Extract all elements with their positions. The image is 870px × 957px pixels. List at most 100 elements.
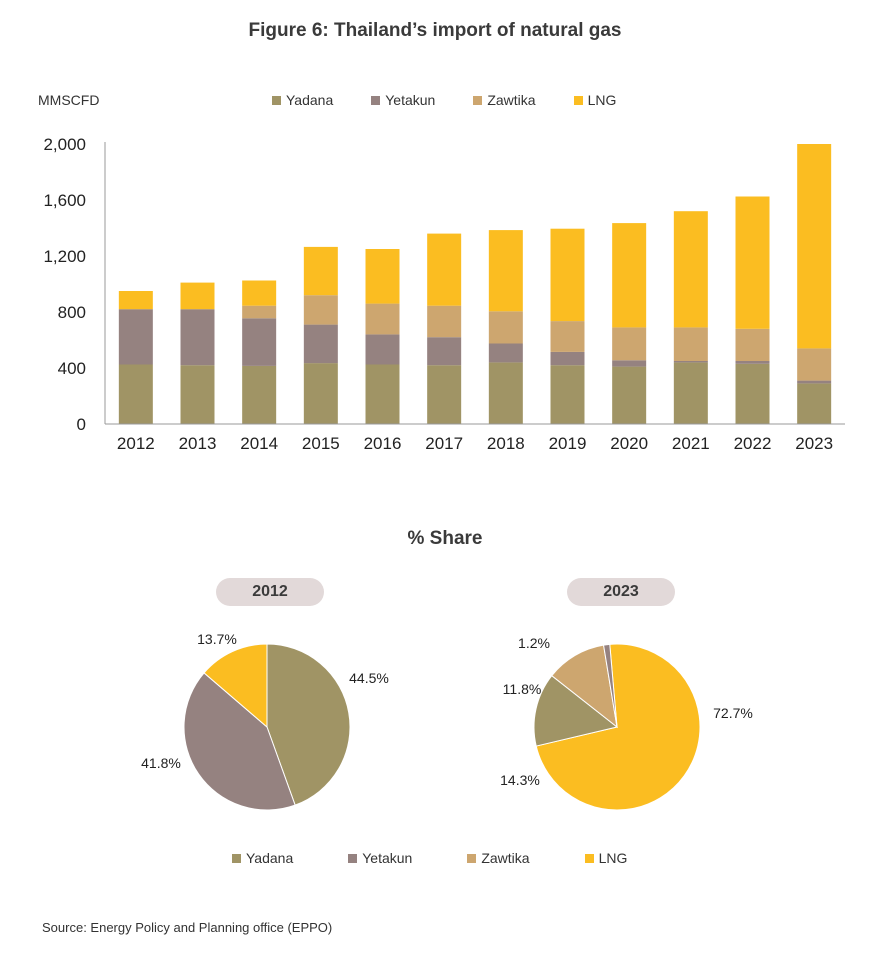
y-tick-label: 400 <box>58 359 86 378</box>
bar-yadana-2015 <box>303 363 338 424</box>
pie-slice-2023-yetakun <box>602 643 618 728</box>
legend-item-zawtika: Zawtika <box>467 850 530 866</box>
pie-data-label: 14.3% <box>500 772 540 788</box>
bar-yadana-2023 <box>797 383 832 424</box>
y-tick-label: 0 <box>77 415 86 434</box>
pie-title-2012: 2012 <box>216 578 324 606</box>
pie-slice-2012-yetakun <box>183 672 296 811</box>
bar-zawtika-2023 <box>797 348 832 381</box>
x-tick-label: 2015 <box>302 434 340 453</box>
x-tick-label: 2023 <box>795 434 833 453</box>
stacked-bar-chart: 0 400 800 1,200 1,600 2,000 2012 2013 2014 2015 20… <box>43 135 845 453</box>
pie-chart-legend: Yadana Yetakun Zawtika LNG <box>232 850 682 866</box>
bar-yadana-2019 <box>550 365 585 424</box>
figure-title: Figure 6: Thailand’s import of natural g… <box>248 20 622 41</box>
pie-data-label: 44.5% <box>349 670 389 686</box>
legend-swatch-zawtika <box>473 95 483 105</box>
y-tick-label: 2,000 <box>43 135 86 154</box>
legend-item-lng: LNG <box>584 850 628 866</box>
bar-lng-2021 <box>673 211 708 328</box>
bar-zawtika-2015 <box>303 295 338 325</box>
bar-lng-2013 <box>180 282 215 310</box>
y-tick-label: 1,600 <box>43 191 86 210</box>
bar-zawtika-2019 <box>550 321 585 352</box>
source-note: Source: Energy Policy and Planning offic… <box>42 920 333 935</box>
legend-swatch-lng <box>584 853 594 863</box>
pie-data-label: 1.2% <box>518 635 550 651</box>
legend-item-yetakun: Yetakun <box>371 92 435 108</box>
bar-zawtika-2022 <box>735 328 770 361</box>
legend-label-zawtika: Zawtika <box>481 850 530 866</box>
bar-lng-2023 <box>797 144 832 349</box>
legend-swatch-yetakun <box>348 853 358 863</box>
legend-item-yadana: Yadana <box>232 850 293 866</box>
y-axis-unit-label: MMSCFD <box>38 92 100 108</box>
x-tick-label: 2018 <box>487 434 525 453</box>
bar-yadana-2016 <box>365 364 400 424</box>
legend-label-yetakun: Yetakun <box>362 850 413 866</box>
pie-data-label: 41.8% <box>141 755 181 771</box>
legend-label-zawtika: Zawtika <box>487 92 536 108</box>
bar-lng-2018 <box>488 230 523 312</box>
legend-swatch-yadana <box>272 95 281 105</box>
x-tick-label: 2014 <box>240 434 278 453</box>
bar-yetakun-2016 <box>365 334 400 365</box>
legend-swatch-yetakun <box>371 95 381 105</box>
bar-chart-legend: Yadana Yetakun Zawtika LNG <box>272 92 654 108</box>
legend-item-lng: LNG <box>573 92 617 108</box>
pie-charts: 44.5% 41.8% 13.7% 72.7% 14.3% 11.8% 1.2% <box>141 631 753 811</box>
x-tick-label: 2016 <box>364 434 402 453</box>
x-tick-label: 2017 <box>425 434 463 453</box>
legend-item-yetakun: Yetakun <box>348 850 412 866</box>
x-tick-label: 2019 <box>549 434 587 453</box>
bar-yadana-2020 <box>612 366 647 424</box>
bar-yadana-2014 <box>242 365 277 424</box>
bar-zawtika-2014 <box>242 305 277 319</box>
bar-yetakun-2014 <box>242 318 277 366</box>
bar-yetakun-2015 <box>303 324 338 364</box>
bar-lng-2015 <box>303 246 338 296</box>
x-tick-label: 2012 <box>117 434 155 453</box>
bar-yadana-2022 <box>735 363 770 424</box>
pie-slice-2012-lng <box>203 643 268 729</box>
x-tick-label: 2013 <box>179 434 217 453</box>
bar-yetakun-2023 <box>797 380 832 384</box>
y-tick-label: 800 <box>58 303 86 322</box>
pie-slice-2023-lng <box>535 643 701 811</box>
bar-lng-2012 <box>118 291 153 310</box>
bar-zawtika-2017 <box>427 305 462 338</box>
bar-lng-2022 <box>735 196 770 329</box>
bar-yetakun-2020 <box>612 360 647 367</box>
bar-yetakun-2013 <box>180 309 215 366</box>
pie-slice-2012-yadana <box>266 643 351 806</box>
share-title: % Share <box>407 528 483 549</box>
legend-swatch-yadana <box>232 853 241 863</box>
bar-lng-2017 <box>427 233 462 306</box>
pie-data-label: 13.7% <box>197 631 237 647</box>
pie-slice-2023-yadana <box>533 674 619 747</box>
legend-label-yadana: Yadana <box>286 92 334 108</box>
legend-label-lng: LNG <box>598 850 628 866</box>
bar-lng-2020 <box>612 223 647 328</box>
pie-slice-2023-zawtika <box>551 644 618 729</box>
bar-lng-2019 <box>550 228 585 322</box>
legend-label-yadana: Yadana <box>246 850 294 866</box>
y-tick-label: 1,200 <box>43 247 86 266</box>
bar-yadana-2018 <box>488 362 523 424</box>
legend-item-zawtika: Zawtika <box>473 92 536 108</box>
x-tick-label: 2022 <box>734 434 772 453</box>
x-tick-label: 2021 <box>672 434 710 453</box>
x-tick-label: 2020 <box>610 434 648 453</box>
bar-yetakun-2012 <box>118 309 153 365</box>
pie-title-2023: 2023 <box>567 578 675 606</box>
bar-lng-2014 <box>242 280 277 306</box>
legend-label-yetakun: Yetakun <box>385 92 436 108</box>
bar-lng-2016 <box>365 249 400 304</box>
pie-data-label: 72.7% <box>713 705 753 721</box>
bar-yadana-2013 <box>180 365 215 424</box>
bar-yetakun-2018 <box>488 343 523 363</box>
legend-item-yadana: Yadana <box>272 92 333 108</box>
legend-label-lng: LNG <box>587 92 617 108</box>
bar-zawtika-2018 <box>488 311 523 344</box>
bar-yetakun-2019 <box>550 351 585 366</box>
